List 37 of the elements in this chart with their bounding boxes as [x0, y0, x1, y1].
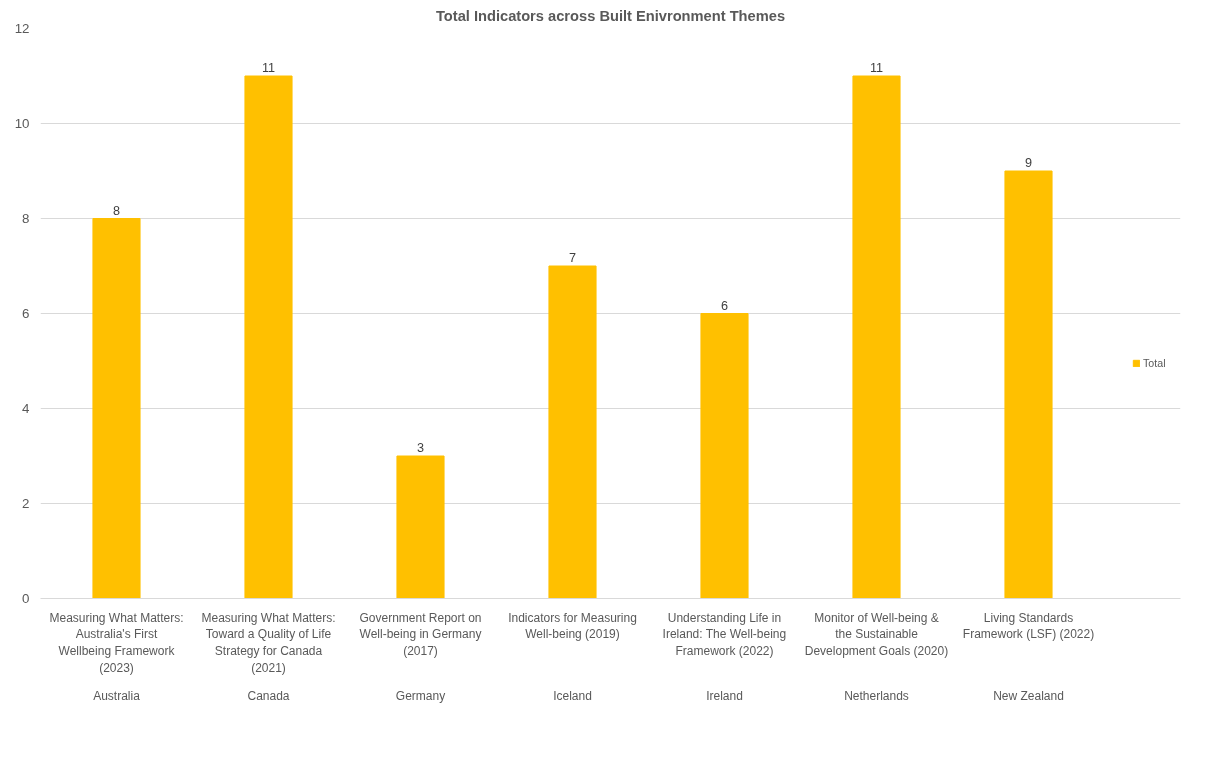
- x-tick-label: Understanding Life in Ireland: The Well-being Framework (2022): [662, 610, 787, 659]
- data-label: 6: [720, 298, 729, 313]
- bar: [548, 265, 597, 599]
- bar: [92, 218, 141, 599]
- bar: [1004, 170, 1053, 599]
- y-tick-label: 4: [22, 401, 31, 416]
- x-tick-label: Indicators for Measuring Well-being (2019): [508, 610, 637, 642]
- y-tick-label: 10: [14, 116, 30, 131]
- text: Iceland: [553, 688, 592, 703]
- text: Ireland: [706, 688, 743, 703]
- chart-title: Total Indicators across Built Enivronment Themes: [435, 7, 786, 24]
- legend-label: Total: [1143, 357, 1166, 369]
- x-tick-label: Monitor of Well-being & the Sustainable Development Goals (2020): [804, 610, 949, 659]
- text: Australia: [93, 688, 141, 703]
- bar: [396, 455, 445, 599]
- text: New Zealand: [993, 688, 1064, 703]
- data-label: 7: [568, 251, 577, 265]
- y-tick-label: 8: [22, 211, 30, 226]
- text: Netherlands: [844, 688, 909, 703]
- data-label: 11: [261, 61, 276, 75]
- data-label: 9: [1024, 156, 1033, 170]
- bar: [852, 75, 901, 599]
- data-label: 8: [112, 203, 121, 218]
- data-label: 3: [416, 441, 425, 455]
- bar: [244, 75, 293, 599]
- bar: [700, 313, 749, 599]
- x-tick-label: Measuring What Matters: Toward a Quality of Life Strategy for Canada (2021): [201, 610, 336, 675]
- y-tick-label: 12: [14, 21, 30, 36]
- text: Germany: [395, 688, 446, 703]
- y-tick-label: 2: [22, 496, 30, 511]
- y-tick-label: 0: [22, 591, 30, 606]
- data-label: 11: [869, 61, 884, 75]
- text: Canada: [247, 688, 290, 703]
- x-tick-label: Living Standards Framework (LSF) (2022): [962, 610, 1095, 642]
- x-tick-label: Government Report on Well-being in Germany (2017): [359, 610, 482, 659]
- x-tick-label: Measuring What Matters: Australia's First Wellbeing Framework (2023): [49, 610, 184, 675]
- y-tick-label: 6: [22, 306, 30, 321]
